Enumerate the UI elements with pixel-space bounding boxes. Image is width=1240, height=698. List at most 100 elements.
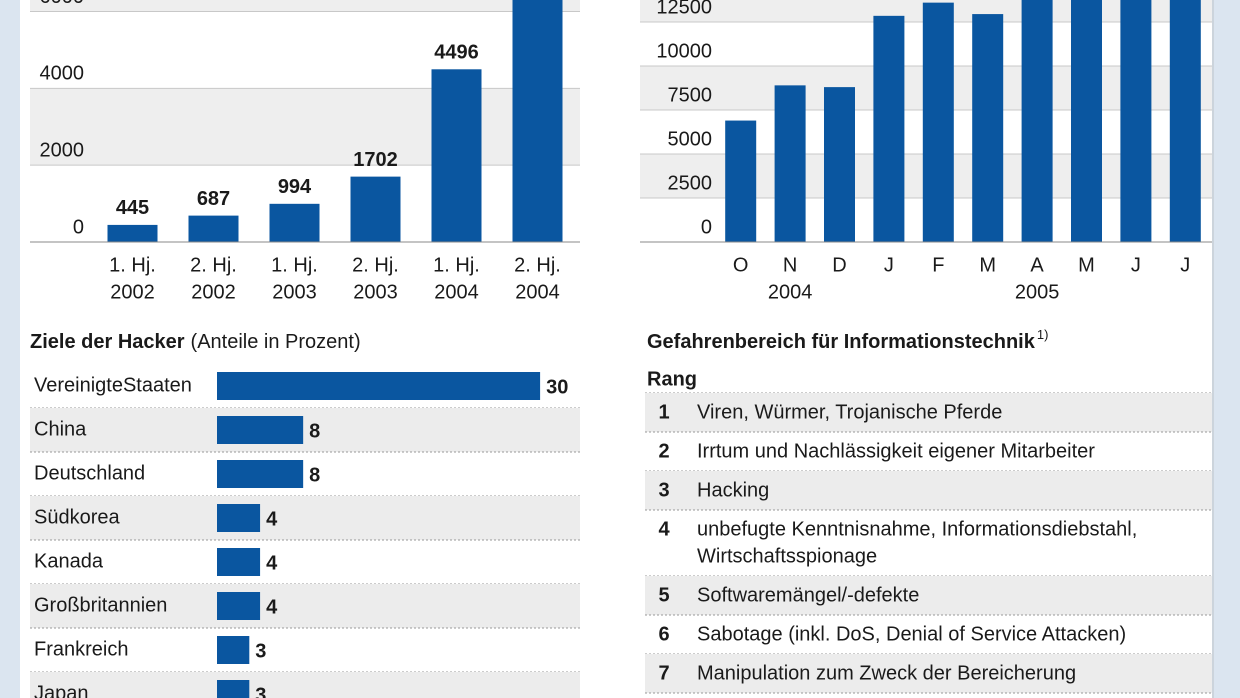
x-tick-label: 2003: [353, 281, 398, 303]
row-band: [30, 672, 580, 698]
row-text: Viren, Würmer, Trojanische Pferde: [697, 401, 1002, 423]
title-note: 1): [1037, 327, 1049, 342]
rank: 4: [658, 518, 670, 540]
y-tick-label: 7500: [668, 84, 713, 106]
y-tick-label: 5000: [668, 128, 713, 150]
value-label: 8: [309, 420, 320, 442]
x-tick-label: F: [932, 254, 944, 276]
category-label: China: [34, 418, 87, 440]
bar: [431, 69, 482, 242]
x-tick-label: N: [783, 254, 797, 276]
rank: 1: [658, 401, 669, 423]
row-text: Wirtschaftsspionage: [697, 545, 877, 567]
row-text: unbefugte Kenntnisnahme, Informationsdie…: [697, 518, 1137, 540]
bar: [217, 504, 261, 532]
category-label: Frankreich: [34, 638, 128, 660]
x-tick-label: 2. Hj.: [514, 254, 561, 276]
x-tick-label: 2. Hj.: [352, 254, 399, 276]
y-tick-label: 12500: [656, 0, 712, 18]
bar: [217, 372, 541, 400]
value-label: 4: [266, 552, 278, 574]
y-tick-label: 4000: [40, 63, 85, 85]
rank: 5: [658, 584, 669, 606]
group-label: 2004: [768, 281, 813, 303]
row-band: [645, 576, 1212, 615]
rank: 7: [658, 662, 669, 684]
category-label: Kanada: [34, 550, 104, 572]
chart-title: Ziele der Hacker (Anteile in Prozent): [30, 331, 361, 353]
bar: [350, 176, 401, 242]
value-label: 445: [116, 197, 149, 219]
row-band: [30, 408, 580, 452]
category-label: Japan: [34, 682, 89, 698]
x-tick-label: A: [1030, 254, 1044, 276]
category-label: Großbritannien: [34, 594, 167, 616]
row-band: [30, 496, 580, 540]
row-text: Sabotage (inkl. DoS, Denial of Service A…: [697, 623, 1126, 645]
y-tick-label: 0: [73, 216, 84, 238]
bar: [1120, 0, 1152, 243]
x-tick-label: J: [1180, 254, 1190, 276]
bar: [1071, 0, 1102, 242]
bar: [922, 2, 954, 243]
row-band: [30, 584, 580, 628]
row-text: Irrtum und Nachlässigkeit eigener Mitarb…: [697, 440, 1095, 462]
bar: [107, 224, 158, 242]
value-label: 4: [266, 508, 278, 530]
x-tick-label: D: [832, 254, 846, 276]
bar: [217, 636, 250, 664]
value-label: 8: [309, 464, 320, 486]
bar: [269, 203, 320, 242]
row-text: Hacking: [697, 479, 769, 501]
bar: [217, 416, 304, 444]
x-tick-label: J: [1131, 254, 1141, 276]
grid-band: [30, 88, 580, 166]
value-label: 3: [255, 640, 266, 662]
value-label: 30: [546, 376, 568, 398]
bar: [824, 87, 855, 243]
y-tick-label: 6000: [40, 0, 85, 8]
value-label: 994: [278, 176, 312, 198]
y-tick-label: 10000: [656, 40, 712, 62]
bar: [972, 14, 1004, 242]
title-main: Gefahrenbereich für Informationstechnik: [647, 331, 1036, 353]
value-label: 687: [197, 188, 230, 210]
x-tick-label: 2002: [191, 281, 236, 303]
row-band: [645, 654, 1212, 693]
bar: [217, 680, 250, 698]
x-tick-label: 2004: [515, 281, 560, 303]
bar: [774, 85, 806, 242]
x-tick-label: M: [1078, 254, 1095, 276]
rank: 2: [658, 440, 669, 462]
x-tick-label: 2. Hj.: [190, 254, 237, 276]
table-header: Rang: [647, 368, 697, 390]
x-tick-label: O: [733, 254, 749, 276]
x-tick-label: 1. Hj.: [433, 254, 480, 276]
x-tick-label: J: [884, 254, 894, 276]
row-text: Softwaremängel/-defekte: [697, 584, 919, 606]
value-label: 4496: [434, 42, 479, 64]
x-tick-label: M: [979, 254, 996, 276]
right-strip: [1214, 0, 1240, 698]
bar: [873, 15, 905, 243]
x-tick-label: 2002: [110, 281, 155, 303]
category-label: VereinigteStaaten: [34, 374, 192, 396]
grid-band: [30, 0, 580, 12]
x-tick-label: 1. Hj.: [109, 254, 156, 276]
x-tick-label: 2004: [434, 281, 479, 303]
value-label: 1702: [353, 149, 398, 171]
row-band: [645, 471, 1212, 510]
x-tick-label: 2003: [272, 281, 317, 303]
bar: [188, 215, 239, 242]
bar: [1021, 0, 1053, 242]
group-label: 2005: [1015, 281, 1060, 303]
table-title: Gefahrenbereich für Informationstechnik 1…: [647, 327, 1048, 353]
y-tick-label: 2000: [40, 139, 85, 161]
bar: [217, 548, 261, 576]
title-main: Ziele der Hacker: [30, 331, 185, 353]
category-label: Deutschland: [34, 462, 145, 484]
rank: 3: [658, 479, 669, 501]
bar: [1169, 0, 1201, 242]
